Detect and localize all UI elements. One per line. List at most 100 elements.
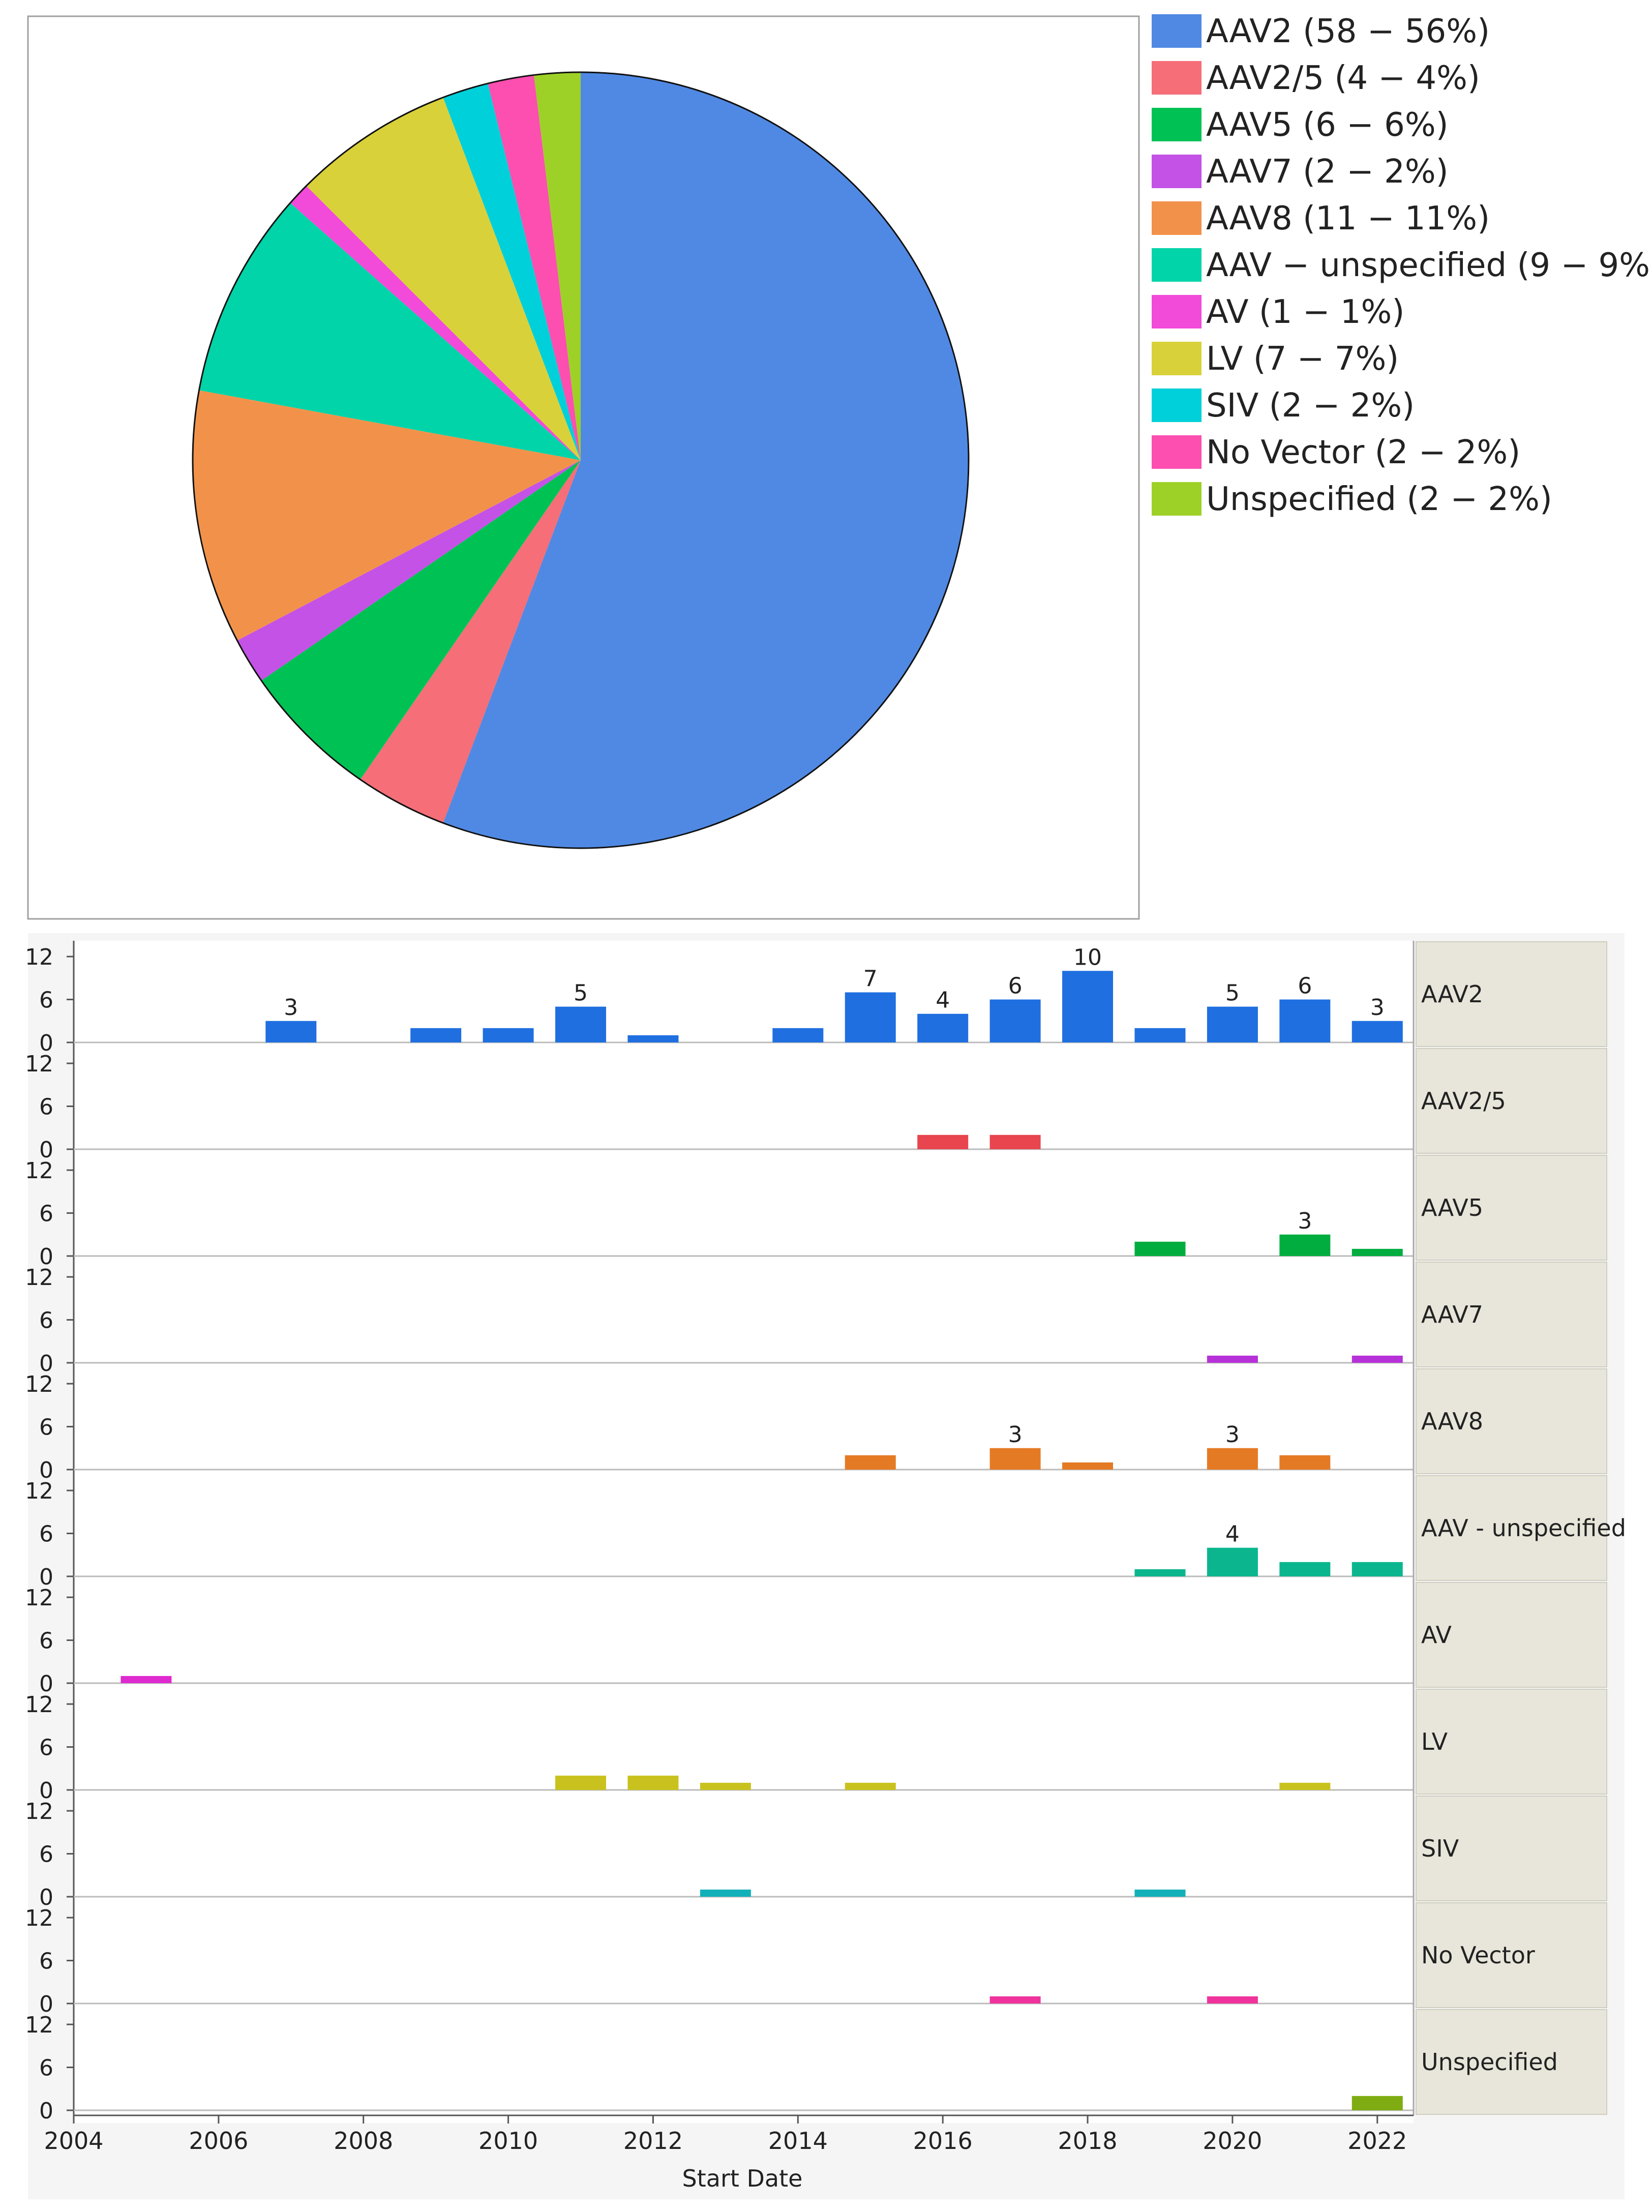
facet-aav7: 0 6 12 AAV7 xyxy=(25,1261,1607,1377)
legend-item: SIV (2 − 2%) xyxy=(1152,387,1415,425)
pie-slice-aav-unspecified xyxy=(199,203,581,460)
x-axis-title: Start Date xyxy=(682,2165,803,2192)
y-tick-label: 12 xyxy=(25,2012,53,2038)
y-tick-label: 12 xyxy=(25,1371,53,1397)
x-axis: 2004 2006 2008 2010 2012 2014 2016 2018 2020 2022 xyxy=(44,2114,1414,2155)
bar xyxy=(1351,1355,1403,1363)
bar xyxy=(555,1006,607,1042)
legend-item: AAV5 (6 − 6%) xyxy=(1152,106,1449,144)
legend-swatch xyxy=(1152,435,1202,469)
legend-swatch xyxy=(1152,295,1202,328)
facet-label: AAV5 xyxy=(1421,1194,1483,1221)
facet-strip xyxy=(1416,1262,1607,1367)
legend-item: AAV8 (11 − 11%) xyxy=(1152,200,1490,237)
bar xyxy=(1279,1234,1331,1256)
facet-label: AAV2/5 xyxy=(1421,1087,1506,1115)
bar xyxy=(265,1021,317,1042)
facet-strip xyxy=(1416,2009,1607,2115)
bar xyxy=(1207,1547,1258,1576)
facet-strip xyxy=(1416,1796,1607,1901)
plot-background xyxy=(74,941,1414,2123)
bar xyxy=(989,999,1041,1042)
bar xyxy=(1134,1241,1186,1256)
pie-slice-aav7 xyxy=(237,460,581,681)
bar xyxy=(1062,1462,1114,1470)
legend-item: No Vector (2 − 2%) xyxy=(1152,434,1520,471)
facet-strip xyxy=(1416,1155,1607,1261)
bar-data-label: 4 xyxy=(1225,1521,1240,1547)
facet-no-vector: 0 6 12 No Vector xyxy=(25,1902,1607,2017)
y-tick-label: 6 xyxy=(39,1949,53,1975)
facet-strip xyxy=(1416,1902,1607,2008)
y-tick-label: 6 xyxy=(39,1201,53,1227)
facet-siv: 0 6 12 SIV xyxy=(25,1795,1607,1910)
y-tick-label: 6 xyxy=(39,2055,53,2081)
y-tick-label: 12 xyxy=(25,1905,53,1931)
y-tick-label: 6 xyxy=(39,1308,53,1334)
pie-slice-lv xyxy=(306,97,581,460)
legend-label: LV (7 − 7%) xyxy=(1206,340,1399,378)
y-tick-label: 0 xyxy=(39,1030,53,1056)
x-tick-label: 2004 xyxy=(44,2127,103,2155)
legend-label: AAV2/5 (4 − 4%) xyxy=(1206,59,1480,97)
x-tick-label: 2008 xyxy=(334,2127,393,2155)
legend-swatch xyxy=(1152,61,1202,95)
pie-chart xyxy=(192,71,970,849)
legend-swatch xyxy=(1152,201,1202,235)
pie-slice-aav2-5 xyxy=(360,460,581,823)
facet-strip xyxy=(1416,1582,1607,1688)
legend-label: Unspecified (2 − 2%) xyxy=(1206,481,1552,518)
x-tick-label: 2010 xyxy=(478,2127,538,2155)
legend-label: AAV8 (11 − 11%) xyxy=(1206,200,1490,237)
bar xyxy=(1351,2096,1403,2110)
bar-data-label: 3 xyxy=(1370,995,1385,1021)
bar xyxy=(917,1013,969,1042)
bar xyxy=(1062,971,1114,1042)
bar xyxy=(1279,1782,1331,1790)
legend-item: AV (1 − 1%) xyxy=(1152,293,1404,331)
x-tick-label: 2022 xyxy=(1347,2127,1407,2155)
legend-item: LV (7 − 7%) xyxy=(1152,340,1399,378)
bar xyxy=(845,992,896,1042)
x-tick-label: 2016 xyxy=(913,2127,973,2155)
bar xyxy=(1279,999,1331,1042)
bar xyxy=(410,1028,462,1042)
y-tick-label: 6 xyxy=(39,1842,53,1868)
bar xyxy=(1351,1248,1403,1256)
legend-label: No Vector (2 − 2%) xyxy=(1206,434,1520,471)
facet-label: AAV2 xyxy=(1421,980,1483,1008)
pie-slice-aav2 xyxy=(443,72,969,848)
facet-aav5: 0 6 12 3 AAV5 xyxy=(25,1154,1607,1270)
bar xyxy=(555,1775,607,1790)
y-tick-label: 0 xyxy=(39,1564,53,1590)
legend-label: AAV − unspecified (9 − 9%) xyxy=(1206,247,1652,284)
bar xyxy=(1279,1455,1331,1470)
y-tick-label: 6 xyxy=(39,988,53,1013)
bar xyxy=(989,1996,1041,2004)
facet-label: LV xyxy=(1421,1728,1448,1755)
facet-strip xyxy=(1416,1368,1607,1474)
bar xyxy=(989,1448,1041,1470)
y-tick-label: 12 xyxy=(25,1158,53,1184)
y-tick-label: 12 xyxy=(25,1265,53,1291)
y-tick-label: 0 xyxy=(39,1457,53,1483)
bar xyxy=(1134,1889,1186,1897)
bar xyxy=(1351,1562,1403,1576)
bar-data-label: 3 xyxy=(284,995,298,1021)
facet-strip xyxy=(1416,941,1607,1047)
facet-label: AV xyxy=(1421,1621,1452,1649)
facet-aav2-5: 0 6 12 AAV2/5 xyxy=(25,1048,1607,1163)
pie-slice-unspecified xyxy=(534,72,581,460)
legend-swatch xyxy=(1152,342,1202,375)
bar xyxy=(1134,1569,1186,1576)
y-tick-label: 0 xyxy=(39,1244,53,1270)
pie-slice-no-vector xyxy=(488,75,581,460)
legend-swatch xyxy=(1152,108,1202,141)
x-tick-label: 2018 xyxy=(1058,2127,1118,2155)
y-tick-label: 6 xyxy=(39,1094,53,1120)
x-tick-label: 2012 xyxy=(623,2127,683,2155)
bar-data-label: 5 xyxy=(574,980,588,1006)
bar-data-label: 6 xyxy=(1298,973,1312,999)
y-tick-label: 6 xyxy=(39,1415,53,1441)
bar xyxy=(483,1028,534,1042)
